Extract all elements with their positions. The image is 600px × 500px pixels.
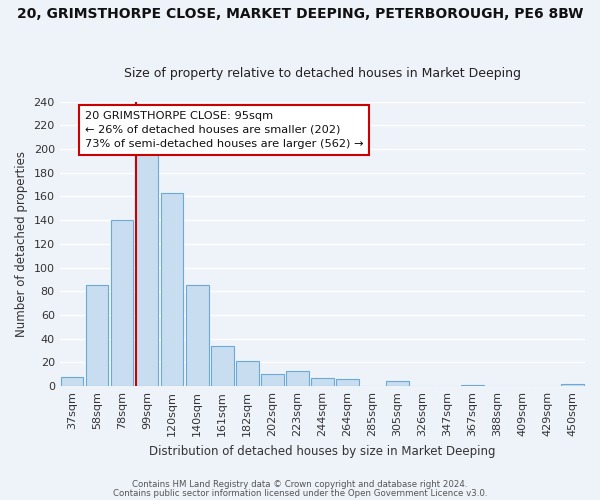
Title: Size of property relative to detached houses in Market Deeping: Size of property relative to detached ho… <box>124 66 521 80</box>
Y-axis label: Number of detached properties: Number of detached properties <box>15 151 28 337</box>
Text: 20, GRIMSTHORPE CLOSE, MARKET DEEPING, PETERBOROUGH, PE6 8BW: 20, GRIMSTHORPE CLOSE, MARKET DEEPING, P… <box>17 8 583 22</box>
Bar <box>261 374 284 386</box>
Bar <box>311 378 334 386</box>
Bar <box>211 346 233 386</box>
Bar <box>286 371 308 386</box>
X-axis label: Distribution of detached houses by size in Market Deeping: Distribution of detached houses by size … <box>149 444 496 458</box>
Bar <box>136 150 158 386</box>
Bar <box>236 362 259 386</box>
Bar <box>86 286 109 386</box>
Bar <box>186 286 209 386</box>
Bar <box>61 376 83 386</box>
Text: 20 GRIMSTHORPE CLOSE: 95sqm
← 26% of detached houses are smaller (202)
73% of se: 20 GRIMSTHORPE CLOSE: 95sqm ← 26% of det… <box>85 111 363 149</box>
Bar <box>386 382 409 386</box>
Text: Contains HM Land Registry data © Crown copyright and database right 2024.: Contains HM Land Registry data © Crown c… <box>132 480 468 489</box>
Bar <box>461 385 484 386</box>
Bar <box>161 193 184 386</box>
Bar <box>111 220 133 386</box>
Bar <box>561 384 584 386</box>
Text: Contains public sector information licensed under the Open Government Licence v3: Contains public sector information licen… <box>113 489 487 498</box>
Bar <box>336 379 359 386</box>
